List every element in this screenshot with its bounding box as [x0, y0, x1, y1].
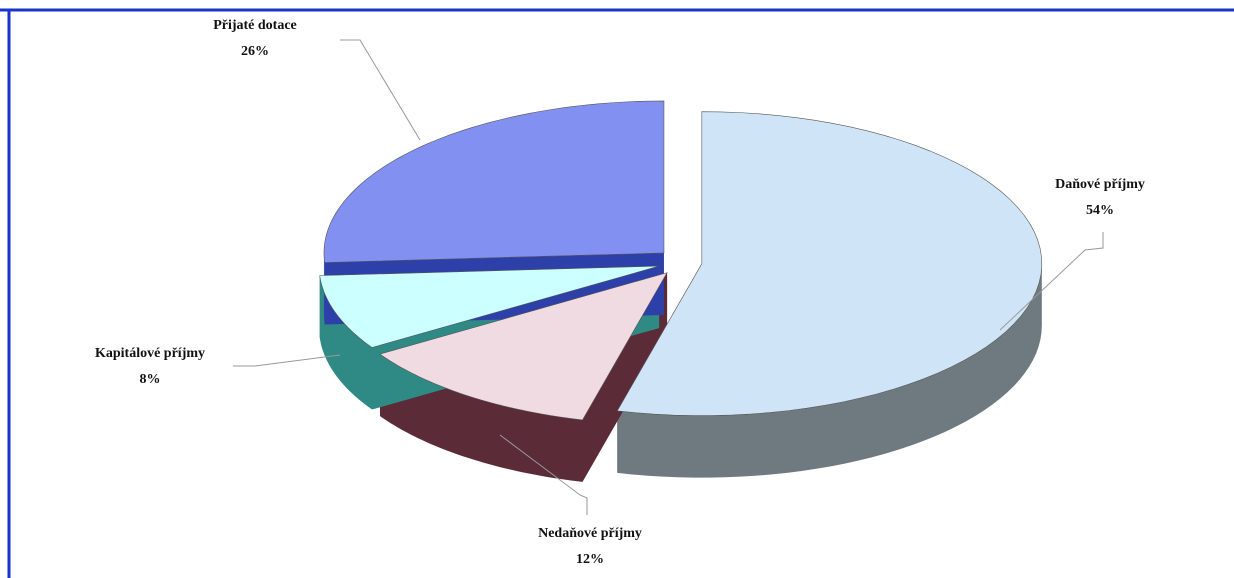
leader-line	[233, 354, 341, 367]
slice-side	[617, 263, 1042, 478]
slice-label: Nedaňové příjmy	[538, 526, 642, 541]
slice-value-label: 12%	[576, 552, 604, 567]
slice-value-label: 54%	[1086, 203, 1114, 218]
slice-value-label: 26%	[241, 44, 269, 59]
slice	[616, 111, 1043, 416]
slice	[319, 265, 660, 348]
slice-label: Daňové příjmy	[1055, 177, 1145, 192]
slice-label: Kapitálové příjmy	[95, 346, 205, 361]
leader-line	[499, 434, 588, 515]
slice	[323, 100, 665, 263]
slice-label: Přijaté dotace	[213, 18, 297, 33]
leader-line	[999, 232, 1104, 331]
leader-line	[340, 39, 421, 141]
slice	[379, 272, 668, 421]
slice-value-label: 8%	[140, 372, 161, 387]
